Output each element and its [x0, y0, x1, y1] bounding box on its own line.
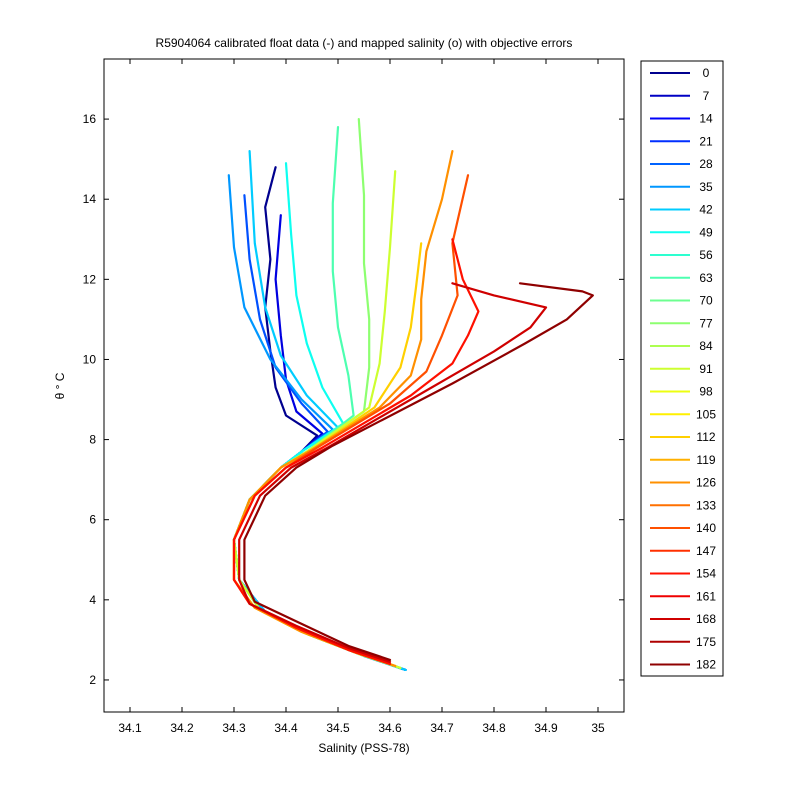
y-tick-label-1: 4 [89, 593, 96, 607]
y-tick-label-7: 16 [83, 112, 97, 126]
legend-label-15: 105 [696, 407, 716, 421]
legend-label-7: 49 [699, 225, 713, 239]
legend-label-20: 140 [696, 521, 716, 535]
legend-label-17: 119 [696, 453, 715, 467]
y-tick-label-5: 12 [83, 272, 97, 286]
legend-label-0: 0 [703, 66, 710, 80]
x-tick-label-7: 34.8 [482, 721, 506, 735]
x-tick-label-0: 34.1 [118, 721, 142, 735]
series-line-14 [243, 282, 594, 662]
y-tick-label-0: 2 [89, 673, 96, 687]
y-tick-label-4: 10 [83, 352, 97, 366]
x-axis: 34.1 34.2 34.3 34.4 34.5 34.6 34.7 34.8 34.9 35 [118, 59, 605, 735]
x-tick-label-5: 34.6 [378, 721, 402, 735]
legend-label-1: 7 [703, 89, 710, 103]
legend-label-23: 161 [696, 589, 716, 603]
x-axis-label: Salinity (PSS-78) [318, 741, 409, 755]
legend-label-18: 126 [696, 476, 716, 490]
legend-label-22: 154 [696, 567, 716, 581]
legend-label-25: 175 [696, 635, 716, 649]
x-tick-label-2: 34.3 [222, 721, 246, 735]
legend-label-16: 112 [696, 430, 715, 444]
legend-label-6: 42 [699, 203, 713, 217]
series-line-13 [238, 282, 548, 664]
legend-label-11: 77 [699, 316, 713, 330]
y-axis-label: θ ° C [53, 372, 67, 399]
x-tick-label-9: 35 [591, 721, 605, 735]
x-tick-label-3: 34.4 [274, 721, 298, 735]
series-layer [227, 117, 594, 672]
y-tick-label-2: 6 [89, 513, 96, 527]
x-tick-label-4: 34.5 [326, 721, 350, 735]
series-line-10 [232, 150, 454, 668]
series-line-12 [232, 238, 480, 666]
legend-label-12: 84 [699, 339, 713, 353]
x-tick-label-6: 34.7 [430, 721, 454, 735]
legend-label-13: 91 [699, 362, 713, 376]
legend-label-2: 14 [699, 112, 713, 126]
legend-label-26: 182 [696, 658, 716, 672]
y-tick-label-6: 14 [83, 192, 97, 206]
legend-label-9: 63 [699, 271, 713, 285]
legend-label-14: 98 [699, 385, 713, 399]
legend-label-5: 35 [699, 180, 713, 194]
x-tick-label-1: 34.2 [170, 721, 194, 735]
legend-label-8: 56 [699, 248, 713, 262]
legend-label-19: 133 [696, 498, 716, 512]
legend-label-4: 28 [699, 157, 713, 171]
legend-label-21: 147 [696, 544, 716, 558]
legend-label-3: 21 [699, 134, 713, 148]
legend-label-24: 168 [696, 612, 716, 626]
plot-frame [103, 58, 625, 713]
chart-title: R5904064 calibrated float data (-) and m… [156, 36, 573, 50]
x-tick-label-8: 34.9 [534, 721, 558, 735]
y-tick-label-3: 8 [89, 433, 96, 447]
y-axis: 2 4 6 8 10 12 14 16 [83, 112, 624, 687]
legend: 0 7 14 21 28 35 42 49 56 63 70 77 84 91 98 105 112 119 126… [650, 66, 716, 672]
legend-label-10: 70 [699, 294, 713, 308]
